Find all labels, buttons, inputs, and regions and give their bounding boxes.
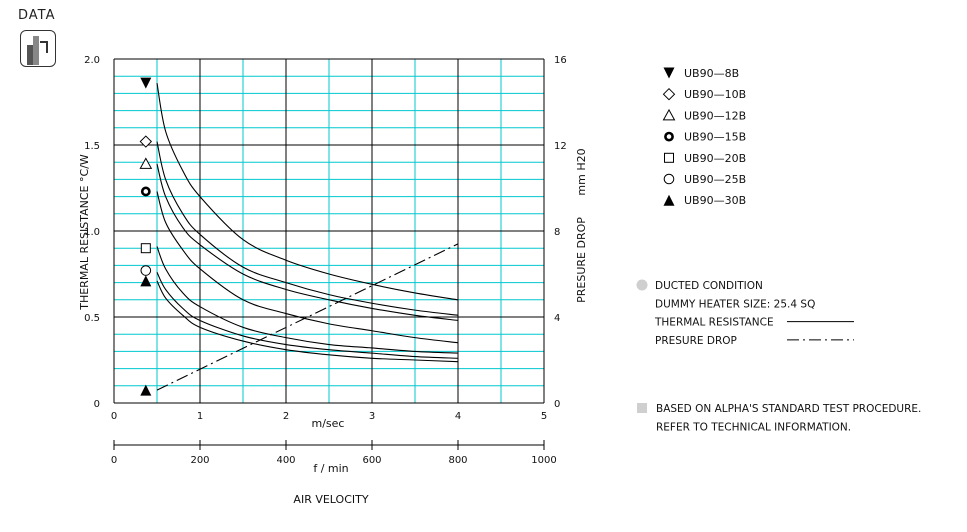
series-marker-3 — [140, 186, 151, 197]
y-tick-label: 2.0 — [84, 55, 100, 66]
pressure-drop-marker — [140, 384, 152, 396]
y-axis-label-right: PRESURE DROP — [575, 217, 588, 303]
series-line-1 — [156, 141, 459, 316]
y2-tick-label: 8 — [554, 227, 560, 238]
condition-text: DUCTED CONDITION — [655, 280, 763, 292]
y-tick-label: 1.5 — [84, 141, 100, 152]
y2-tick-label: 12 — [554, 141, 567, 152]
condition-text: PRESURE DROP — [655, 335, 737, 347]
legend-label: UB90—20B — [684, 152, 746, 165]
series-marker-2 — [139, 157, 153, 169]
x-tick-label: 4 — [455, 411, 461, 422]
series-marker-1 — [139, 135, 153, 148]
x-tick-label: 0 — [111, 411, 117, 422]
condition-text: THERMAL RESISTANCE — [654, 317, 774, 329]
series-marker-6 — [140, 275, 152, 287]
x2-tick-label: 200 — [190, 455, 209, 466]
bar-chart-icon — [20, 30, 56, 67]
y-axis-label-left: THERMAL RESISTANCE °C/W — [78, 154, 91, 311]
legend-label: UB90—25B — [684, 173, 746, 186]
note-bullet — [637, 403, 647, 413]
x-axis-title: AIR VELOCITY — [293, 493, 368, 506]
condition-text: DUMMY HEATER SIZE: 25.4 SQ — [655, 298, 815, 310]
note-text: REFER TO TECHNICAL INFORMATION. — [656, 421, 851, 433]
y2-tick-label: 4 — [554, 313, 560, 324]
legend-marker-1 — [662, 87, 676, 101]
x2-tick-label: 400 — [276, 455, 295, 466]
legend-marker-5 — [663, 173, 675, 185]
legend-marker-0 — [663, 67, 675, 79]
legend-marker-3 — [664, 131, 674, 142]
legend-marker-6 — [663, 194, 675, 206]
brand-label: DATA — [18, 8, 56, 23]
legend-label: UB90—8B — [684, 67, 739, 80]
legend-marker-4 — [664, 152, 674, 163]
x-tick-label: 5 — [541, 411, 547, 422]
series-marker-5 — [140, 265, 152, 276]
y-tick-label: 1.0 — [84, 227, 100, 238]
brand-logo: DATA — [18, 8, 56, 67]
note-text: BASED ON ALPHA'S STANDARD TEST PROCEDURE… — [656, 403, 921, 415]
series-line-4 — [156, 246, 459, 354]
x2-tick-label: 1000 — [531, 455, 556, 466]
x-tick-label: 2 — [283, 411, 289, 422]
x2-tick-label: 800 — [448, 455, 467, 466]
legend-label: UB90—12B — [684, 109, 746, 122]
x2-tick-label: 600 — [362, 455, 381, 466]
series-marker-0 — [140, 77, 152, 89]
legend-label: UB90—15B — [684, 131, 746, 144]
legend-label: UB90—10B — [684, 88, 746, 101]
series-line-5 — [156, 272, 459, 359]
series-line-0 — [156, 82, 459, 301]
x-tick-label: 3 — [369, 411, 375, 422]
series-line-6 — [156, 280, 459, 363]
y2-tick-label: 0 — [554, 399, 560, 410]
y2-tick-label: 16 — [554, 55, 567, 66]
x2-tick-label: 0 — [111, 455, 117, 466]
y-tick-label: 0.5 — [84, 313, 100, 324]
series-line-3 — [156, 191, 459, 344]
legend-marker-2 — [662, 108, 676, 121]
y-tick-label: 0 — [94, 399, 100, 410]
y-axis-unit-right: mm H20 — [575, 148, 588, 195]
pressure-drop-line — [156, 243, 459, 391]
series-line-2 — [156, 163, 459, 321]
x-tick-label: 1 — [197, 411, 203, 422]
x-axis-label-bottom: f / min — [313, 462, 348, 475]
legend-label: UB90—30B — [684, 194, 746, 207]
x-axis-label-top: m/sec — [312, 417, 345, 430]
series-marker-4 — [140, 243, 151, 254]
condition-bullet — [636, 279, 648, 291]
